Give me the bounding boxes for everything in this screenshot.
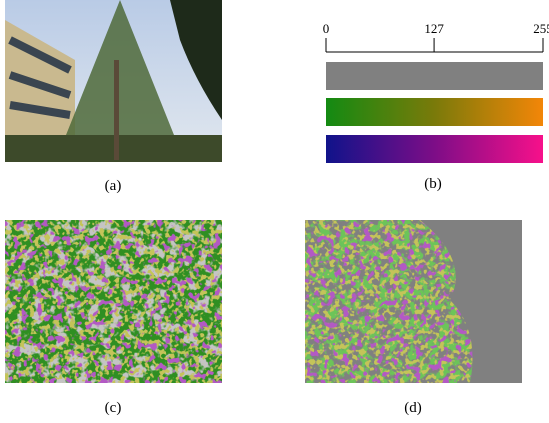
panel-label: (b) (424, 176, 442, 192)
tick-label: 0 (323, 21, 330, 36)
panel-label: (a) (105, 178, 122, 194)
panel-label: (d) (404, 400, 422, 416)
panel-label: (c) (105, 400, 122, 416)
tick-label: 127 (424, 21, 444, 36)
segmentation-c (5, 220, 222, 383)
figure: (a) (b) (c) (d) 0 127 255 (0, 0, 549, 423)
photo (5, 0, 222, 162)
tick-label: 255 (533, 21, 549, 36)
segmentation-d (305, 220, 522, 383)
color-bars (326, 62, 543, 163)
